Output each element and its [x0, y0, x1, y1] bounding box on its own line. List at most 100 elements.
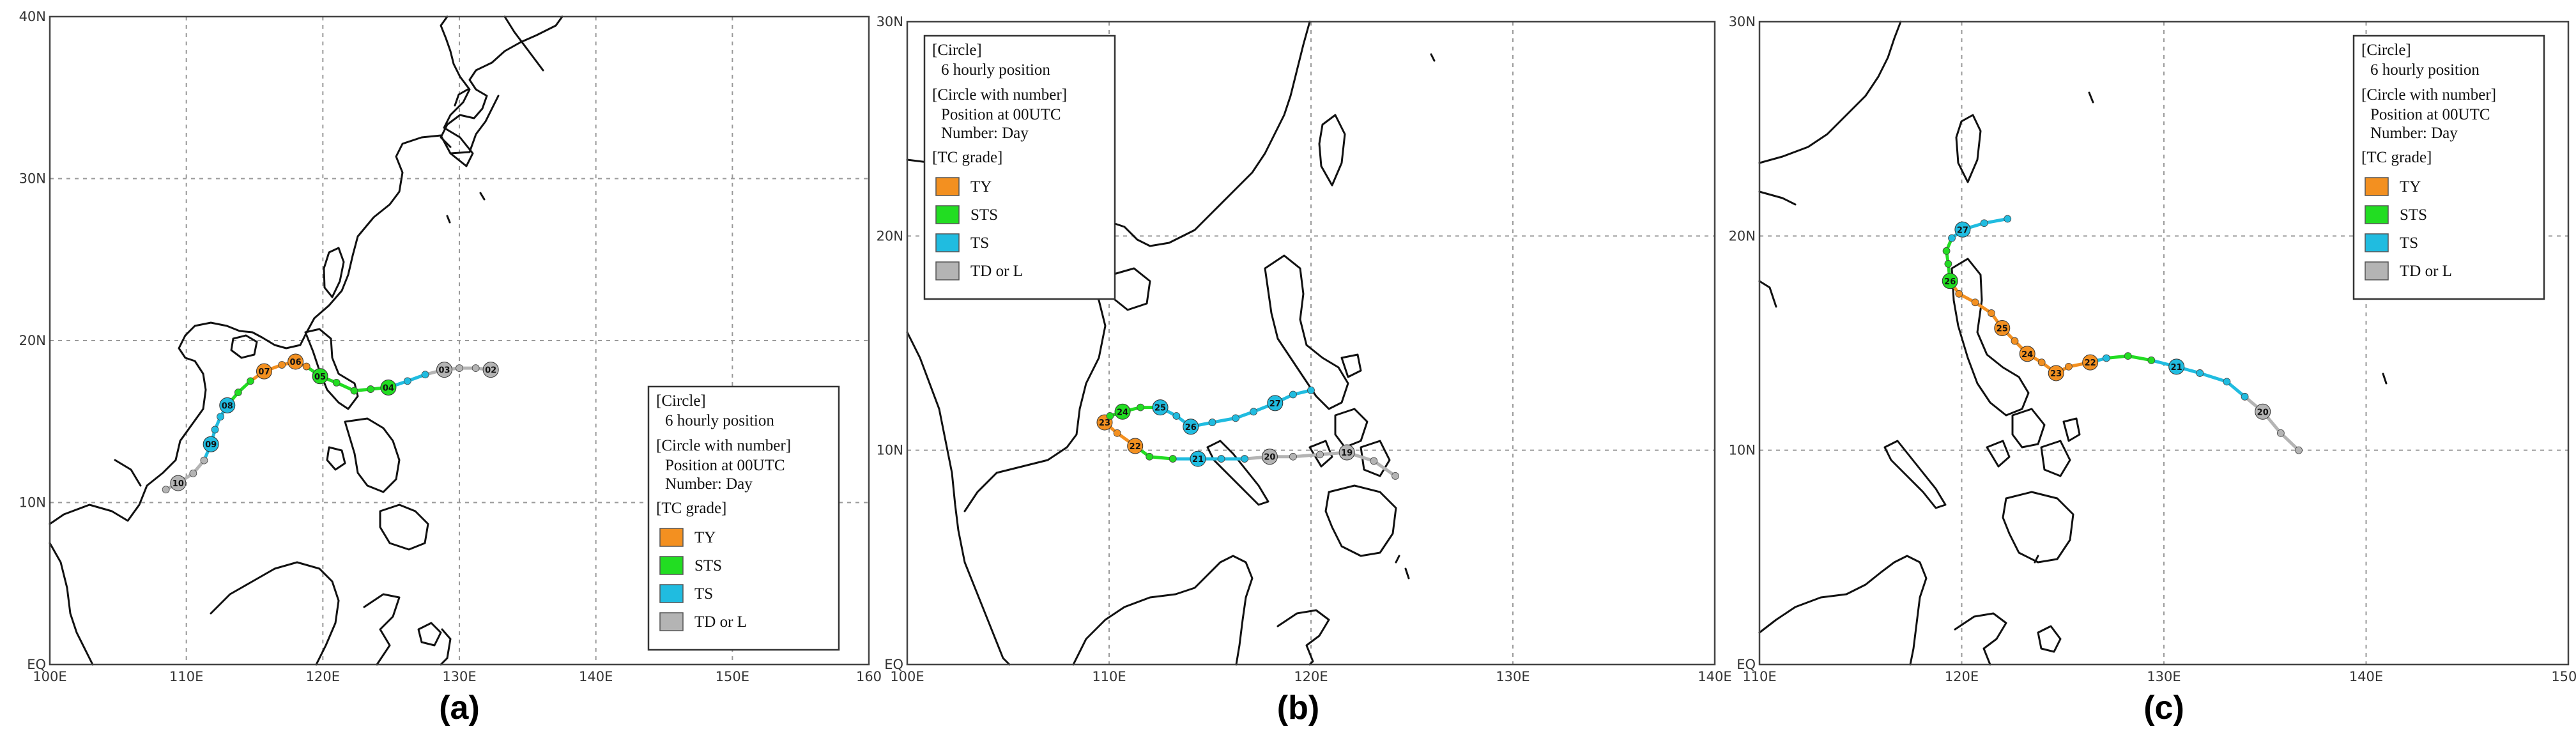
six-hourly-position-marker	[278, 361, 286, 369]
six-hourly-position-marker	[2124, 352, 2132, 360]
panel-c-coastlines	[1758, 20, 2388, 666]
six-hourly-position-marker	[1955, 289, 1963, 298]
daily-position-marker	[1152, 399, 1169, 416]
day-number-label: 06	[290, 358, 302, 367]
latitude-tick-label: 40N	[19, 9, 46, 24]
six-hourly-position-marker	[421, 371, 429, 379]
daily-position-marker	[2255, 403, 2271, 420]
legend-number-desc: Number: Day	[2370, 125, 2458, 142]
track-segment	[2198, 371, 2228, 383]
longitude-tick-label: 110E	[169, 669, 203, 684]
track-segment	[1147, 455, 1175, 461]
track-segment	[2126, 354, 2153, 362]
panel-c-legend: [Circle] 6 hourly position [Circle with nu…	[2352, 35, 2545, 300]
six-hourly-position-marker	[2276, 429, 2285, 437]
day-number-label: 26	[1185, 423, 1197, 433]
six-hourly-position-marker	[200, 456, 208, 465]
legend-grade-heading: [TC grade]	[2361, 149, 2432, 166]
grade-label: STS	[970, 206, 998, 224]
longitude-tick-label: 130E	[1496, 669, 1529, 684]
six-hourly-position-marker	[1370, 457, 1378, 465]
day-number-label: 19	[1341, 449, 1353, 458]
legend-circle-heading: [Circle]	[2361, 42, 2411, 59]
legend-box	[2352, 35, 2545, 300]
legend-numbered-heading: [Circle with number]	[2361, 86, 2496, 104]
day-number-label: 22	[1130, 442, 1141, 452]
daily-position-marker	[1114, 403, 1131, 420]
grade-swatch	[2365, 233, 2389, 252]
six-hourly-position-marker	[2011, 337, 2019, 345]
latitude-tick-label: EQ	[27, 657, 46, 672]
day-number-label: 22	[2085, 358, 2096, 368]
grade-swatch	[659, 556, 684, 575]
six-hourly-position-marker	[367, 385, 375, 393]
daily-position-marker	[1954, 221, 1971, 238]
daily-position-marker	[1190, 450, 1206, 467]
six-hourly-position-marker	[162, 486, 170, 494]
track-segment	[2279, 431, 2301, 452]
latitude-tick-label: EQ	[884, 657, 903, 672]
daily-position-marker	[312, 368, 328, 385]
day-number-label: 04	[383, 384, 394, 394]
track-segment	[1982, 217, 2009, 225]
longitude-tick-label: 120E	[306, 669, 340, 684]
legend-numbered-heading: [Circle with number]	[656, 437, 791, 454]
daily-position-marker	[1127, 438, 1144, 454]
six-hourly-position-marker	[1113, 429, 1121, 437]
day-number-label: 09	[205, 440, 217, 450]
longitude-tick-label: 140E	[1698, 669, 1731, 684]
longitude-tick-label: 160	[856, 669, 882, 684]
day-number-label: 21	[2171, 363, 2182, 373]
legend-numbered-desc: Position at 00UTC	[2370, 106, 2490, 123]
daily-position-marker	[2168, 358, 2185, 375]
daily-position-marker	[380, 380, 397, 396]
panel-c-typhoon-track: 20 21 22 23 24 25 26 27	[1942, 215, 2303, 454]
grade-label: TS	[970, 234, 989, 252]
legend-numbered-heading: [Circle with number]	[932, 86, 1067, 104]
six-hourly-position-marker	[247, 377, 254, 385]
six-hourly-position-marker	[1289, 452, 1297, 461]
six-hourly-position-marker	[189, 469, 197, 477]
six-hourly-position-marker	[1392, 472, 1399, 480]
longitude-tick-label: 100E	[33, 669, 66, 684]
latitude-tick-label: 10N	[19, 495, 46, 511]
legend-box	[923, 35, 1116, 300]
legend-grade-heading: [TC grade]	[656, 500, 726, 517]
six-hourly-position-marker	[350, 387, 358, 395]
day-number-label: 08	[222, 401, 233, 411]
grade-swatch	[659, 584, 684, 603]
latitude-tick-label: 20N	[19, 333, 46, 348]
day-number-label: 20	[2257, 408, 2269, 417]
latitude-tick-label: 30N	[877, 14, 903, 29]
daily-position-marker	[1261, 449, 1278, 465]
legend-grade-heading: [TC grade]	[932, 149, 1002, 166]
grade-label: TY	[694, 529, 716, 546]
legend-circle-desc: 6 hourly position	[941, 61, 1050, 79]
six-hourly-position-marker	[1971, 298, 1979, 307]
legend-circle-heading: [Circle]	[656, 392, 706, 410]
latitude-tick-label: 10N	[877, 443, 903, 458]
panel-c-frame	[1758, 20, 2570, 666]
six-hourly-position-marker	[234, 388, 242, 397]
longitude-tick-label: 140E	[579, 669, 613, 684]
grade-swatch	[2365, 205, 2389, 224]
legend-number-desc: Number: Day	[941, 125, 1029, 142]
legend-circle-heading: [Circle]	[932, 42, 982, 59]
six-hourly-position-marker	[2295, 446, 2303, 454]
six-hourly-position-marker	[1241, 455, 1248, 463]
six-hourly-position-marker	[456, 364, 463, 372]
track-segment	[1291, 452, 1322, 459]
day-number-label: 27	[1269, 399, 1281, 409]
panel-b-axis-ticks: 100E 110E 120E 130E 140E EQ 10N 20N 30N	[877, 14, 1732, 684]
six-hourly-position-marker	[2223, 378, 2231, 386]
grade-label: STS	[694, 557, 722, 574]
daily-position-marker	[219, 397, 236, 413]
grade-label: TS	[2400, 234, 2418, 252]
grade-label: TS	[694, 585, 713, 603]
day-number-label: 23	[2050, 369, 2062, 379]
day-number-label: 25	[1154, 404, 1166, 413]
panel-a-axis-ticks: 100E 110E 120E 130E 140E 150E 160 EQ 10N 20N 30N 40…	[19, 9, 882, 684]
